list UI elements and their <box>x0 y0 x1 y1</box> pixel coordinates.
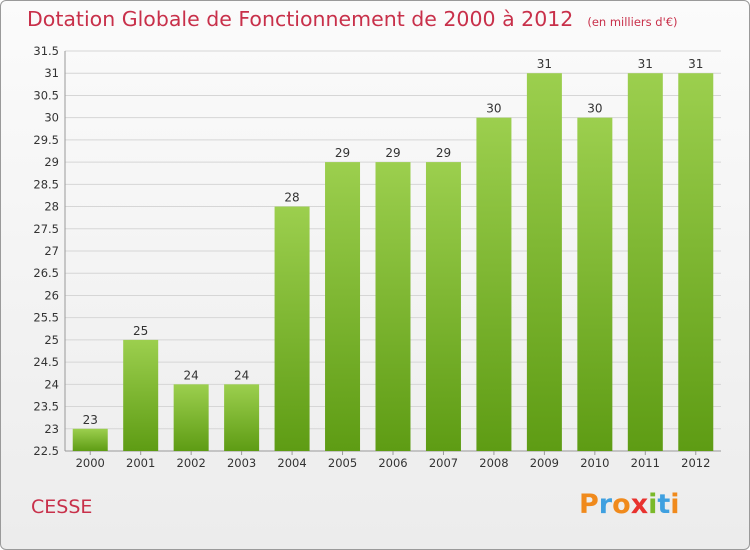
bar-2011 <box>627 73 663 451</box>
chart-title-unit: (en milliers d'€) <box>587 15 678 29</box>
y-tick-label-13: 29 <box>44 155 59 169</box>
bars <box>72 73 714 452</box>
y-tick-label-0: 22.5 <box>33 444 59 458</box>
logo-letter-4: i <box>648 489 658 520</box>
y-tick-label-4: 24.5 <box>33 355 59 369</box>
proxiti-logo: Proxiti <box>579 489 680 520</box>
logo-letter-1: r <box>598 489 613 520</box>
y-tick-labels: 22.5 23 23.5 24 24.5 25 25.5 26 26.5 27 27.5 28 28.5… <box>33 44 59 458</box>
y-tick-label-6: 25.5 <box>33 311 59 325</box>
data-label-2003: 24 <box>234 368 249 382</box>
x-tick-label-2007: 2007 <box>429 456 458 470</box>
x-tick-label-2005: 2005 <box>328 456 357 470</box>
y-tick-label-9: 27 <box>44 244 59 258</box>
y-tick-label-5: 25 <box>44 333 59 347</box>
x-tick-label-2008: 2008 <box>479 456 508 470</box>
data-label-2011: 31 <box>638 57 653 71</box>
y-tick-label-14: 29.5 <box>33 133 59 147</box>
data-label-2010: 30 <box>587 102 602 116</box>
data-label-2001: 25 <box>133 324 148 338</box>
bar-2006 <box>375 162 411 451</box>
x-tick-label-2012: 2012 <box>681 456 710 470</box>
y-tick-label-1: 23 <box>44 422 59 436</box>
y-tick-label-7: 26 <box>44 288 59 302</box>
data-label-2009: 31 <box>537 57 552 71</box>
logo-letter-5: t <box>657 489 671 520</box>
chart-title-main: Dotation Globale de Fonctionnement de 20… <box>27 7 574 31</box>
x-tick-labels: 2000 2001 2002 2003 2004 2005 2006 2007 2008 2009… <box>76 456 711 470</box>
data-label-2012: 31 <box>688 57 703 71</box>
bar-2005 <box>325 162 361 451</box>
x-tick-label-2009: 2009 <box>530 456 559 470</box>
y-tick-label-11: 28 <box>44 200 59 214</box>
y-tick-label-8: 26.5 <box>33 266 59 280</box>
data-label-2005: 29 <box>335 146 350 160</box>
data-label-2000: 23 <box>83 413 98 427</box>
x-tick-label-2002: 2002 <box>177 456 206 470</box>
x-tick-label-2000: 2000 <box>76 456 105 470</box>
bar-2009 <box>526 73 562 451</box>
y-tick-label-12: 28.5 <box>33 177 59 191</box>
y-tick-label-17: 31 <box>44 66 59 80</box>
bar-2000 <box>72 428 108 451</box>
bar-2002 <box>173 384 209 451</box>
chart-title: Dotation Globale de Fonctionnement de 20… <box>27 7 678 31</box>
y-tick-label-15: 30 <box>44 111 59 125</box>
data-label-2007: 29 <box>436 146 451 160</box>
bar-2003 <box>224 384 260 451</box>
data-label-2006: 29 <box>385 146 400 160</box>
place-name: CESSE <box>31 496 93 518</box>
x-tick-label-2003: 2003 <box>227 456 256 470</box>
bar-2007 <box>425 162 461 451</box>
x-tick-label-2011: 2011 <box>631 456 660 470</box>
bar-2010 <box>577 117 613 452</box>
y-tick-label-2: 23.5 <box>33 400 59 414</box>
x-tick-label-2006: 2006 <box>378 456 407 470</box>
y-tick-label-10: 27.5 <box>33 222 59 236</box>
logo-letter-0: P <box>579 489 599 520</box>
x-tick-label-2004: 2004 <box>277 456 306 470</box>
bar-2008 <box>476 117 512 452</box>
logo-letter-2: o <box>612 489 631 520</box>
y-tick-label-3: 24 <box>44 377 59 391</box>
logo-letter-6: i <box>670 489 680 520</box>
y-tick-label-18: 31.5 <box>33 44 59 58</box>
bar-2001 <box>123 339 159 451</box>
y-tick-label-16: 30.5 <box>33 88 59 102</box>
bar-2012 <box>678 73 714 451</box>
data-label-2004: 28 <box>284 191 299 205</box>
x-tick-label-2010: 2010 <box>580 456 609 470</box>
data-label-2002: 24 <box>184 368 199 382</box>
data-labels: 23 25 24 24 28 29 29 29 30 31 30 31 31 <box>83 57 704 427</box>
logo-letter-3: x <box>630 489 649 520</box>
data-label-2008: 30 <box>486 102 501 116</box>
x-tick-label-2001: 2001 <box>126 456 155 470</box>
bar-2004 <box>274 206 310 451</box>
